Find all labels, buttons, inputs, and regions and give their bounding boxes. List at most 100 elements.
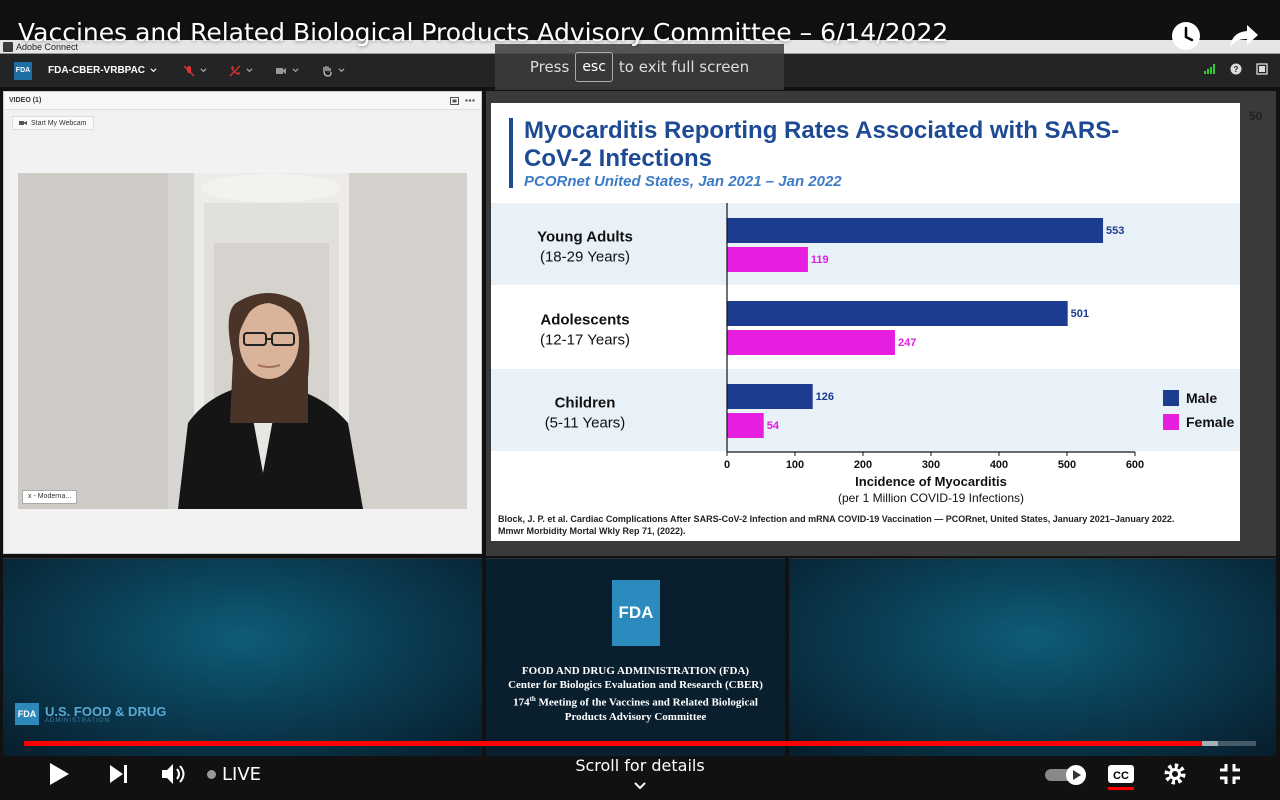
window-title: Adobe Connect bbox=[16, 42, 79, 52]
webcam-icon bbox=[19, 121, 27, 125]
bar-female bbox=[727, 247, 808, 272]
autoplay-toggle[interactable] bbox=[1044, 764, 1090, 786]
start-webcam-label: Start My Webcam bbox=[31, 119, 87, 127]
adobe-connect-logo-icon bbox=[3, 42, 13, 52]
fda-branding-panel-center: FDA FOOD AND DRUG ADMINISTRATION (FDA) C… bbox=[486, 558, 785, 756]
category-label: Children bbox=[555, 395, 616, 412]
live-indicator[interactable]: LIVE bbox=[207, 764, 261, 785]
x-tick-label: 300 bbox=[922, 459, 940, 471]
fda-line: Center for Biologics Evaluation and Rese… bbox=[508, 679, 763, 691]
fda-meeting-text: FOOD AND DRUG ADMINISTRATION (FDA) Cente… bbox=[486, 664, 785, 724]
speaker-video-image bbox=[18, 173, 467, 509]
x-axis-sublabel: (per 1 Million COVID-19 Infections) bbox=[838, 491, 1024, 505]
fda-logo-box: FDA bbox=[15, 703, 39, 725]
hand-icon bbox=[323, 65, 332, 77]
chevron-down-icon bbox=[292, 68, 299, 73]
chevron-down-icon bbox=[338, 68, 345, 73]
connection-status-icon[interactable] bbox=[1204, 64, 1216, 74]
video-pod-title: VIDEO (1) bbox=[9, 97, 42, 104]
category-band bbox=[491, 203, 1240, 285]
svg-text:CC: CC bbox=[1113, 770, 1129, 782]
bar-male bbox=[727, 218, 1104, 243]
video-pod: VIDEO (1) Start My Webcam bbox=[3, 91, 482, 554]
participant-video bbox=[18, 173, 467, 509]
progress-buffer bbox=[1202, 741, 1218, 746]
closed-captions-icon[interactable]: CC bbox=[1107, 764, 1135, 790]
fullscreen-exit-icon[interactable] bbox=[1218, 762, 1242, 786]
chevron-down-icon bbox=[150, 68, 157, 73]
x-tick-label: 500 bbox=[1058, 459, 1076, 471]
data-label: 119 bbox=[811, 254, 829, 266]
camera-button[interactable] bbox=[275, 65, 299, 77]
myocarditis-bar-chart: Young Adults (18-29 Years) 553 119 Adolescen… bbox=[491, 203, 1240, 505]
slide-number: 50 bbox=[1249, 109, 1263, 123]
raise-hand-button[interactable] bbox=[321, 65, 345, 77]
top-right-controls bbox=[1168, 18, 1262, 54]
toolbar-right: ? bbox=[1204, 63, 1268, 75]
fda-logo-icon: FDA bbox=[612, 580, 660, 646]
volume-icon[interactable] bbox=[160, 762, 186, 786]
data-label: 247 bbox=[898, 337, 916, 349]
share-pod: Myocarditis Reporting Rates Associated w… bbox=[486, 91, 1276, 556]
presentation-slide: Myocarditis Reporting Rates Associated w… bbox=[491, 103, 1240, 541]
chevron-down-icon bbox=[634, 782, 646, 790]
scroll-for-details[interactable]: Scroll for details bbox=[540, 756, 740, 794]
microphone-button[interactable] bbox=[183, 65, 207, 77]
play-icon[interactable] bbox=[48, 762, 70, 786]
category-label: Adolescents bbox=[540, 312, 629, 329]
slide-title: Myocarditis Reporting Rates Associated w… bbox=[524, 117, 1120, 172]
esc-key: esc bbox=[575, 52, 613, 82]
fda-badge-icon: FDA bbox=[14, 61, 32, 80]
pod-menu-icon[interactable] bbox=[465, 99, 475, 102]
data-label: 54 bbox=[767, 420, 780, 432]
x-tick-label: 100 bbox=[786, 459, 804, 471]
x-axis-label: Incidence of Myocarditis bbox=[855, 474, 1007, 489]
x-tick-label: 200 bbox=[854, 459, 872, 471]
phone-button[interactable] bbox=[229, 65, 253, 77]
data-label: 126 bbox=[816, 391, 834, 403]
live-dot-icon bbox=[207, 770, 216, 779]
category-range-label: (18-29 Years) bbox=[540, 249, 630, 266]
category-band bbox=[491, 369, 1240, 451]
legend-swatch-male bbox=[1163, 390, 1179, 406]
participant-name-tag[interactable]: x - Moderna... bbox=[22, 490, 78, 504]
fda-line: Products Advisory Committee bbox=[564, 710, 707, 723]
camera-icon bbox=[276, 67, 287, 74]
next-icon[interactable] bbox=[108, 764, 130, 784]
bar-female bbox=[727, 330, 895, 355]
pod-layout-icon[interactable] bbox=[450, 97, 459, 105]
legend-label-male: Male bbox=[1186, 390, 1217, 406]
settings-gear-icon[interactable] bbox=[1163, 762, 1187, 786]
svg-text:?: ? bbox=[1234, 65, 1239, 74]
player-controls: LIVE Scroll for details CC bbox=[0, 752, 1280, 800]
fda-branding-panel-right bbox=[789, 558, 1276, 756]
video-title[interactable]: Vaccines and Related Biological Products… bbox=[18, 18, 949, 47]
category-range-label: (5-11 Years) bbox=[545, 415, 626, 432]
chevron-down-icon bbox=[246, 68, 253, 73]
bar-female bbox=[727, 413, 764, 438]
fda-logo-text: U.S. FOOD & DRUG bbox=[45, 703, 167, 719]
video-pod-header: VIDEO (1) bbox=[4, 92, 481, 110]
fda-left-logo: FDA U.S. FOOD & DRUG ADMINISTRATION bbox=[15, 703, 166, 725]
x-tick-label: 600 bbox=[1126, 459, 1144, 471]
title-accent-bar bbox=[509, 118, 513, 188]
category-range-label: (12-17 Years) bbox=[540, 332, 630, 349]
data-label: 501 bbox=[1071, 308, 1089, 320]
progress-played bbox=[24, 741, 1202, 746]
microphone-muted-icon bbox=[183, 65, 195, 76]
slide-citation: Block, J. P. et al. Cardiac Complication… bbox=[498, 514, 1175, 536]
x-tick-label: 0 bbox=[724, 459, 730, 471]
share-icon[interactable] bbox=[1226, 18, 1262, 54]
start-webcam-button[interactable]: Start My Webcam bbox=[12, 116, 94, 130]
live-label: LIVE bbox=[222, 764, 262, 785]
fda-line: 174th Meeting of the Vaccines and Relate… bbox=[513, 695, 758, 709]
help-icon[interactable]: ? bbox=[1230, 63, 1242, 75]
room-name: FDA-CBER-VRBPAC bbox=[48, 65, 146, 76]
bar-male bbox=[727, 301, 1068, 326]
fda-line: FOOD AND DRUG ADMINISTRATION (FDA) bbox=[521, 665, 750, 677]
room-menu[interactable]: FDA-CBER-VRBPAC bbox=[48, 65, 157, 76]
watch-later-icon[interactable] bbox=[1168, 18, 1204, 54]
fullscreen-toggle-icon[interactable] bbox=[1256, 63, 1268, 75]
slide-subtitle: PCORnet United States, Jan 2021 – Jan 20… bbox=[524, 173, 842, 190]
